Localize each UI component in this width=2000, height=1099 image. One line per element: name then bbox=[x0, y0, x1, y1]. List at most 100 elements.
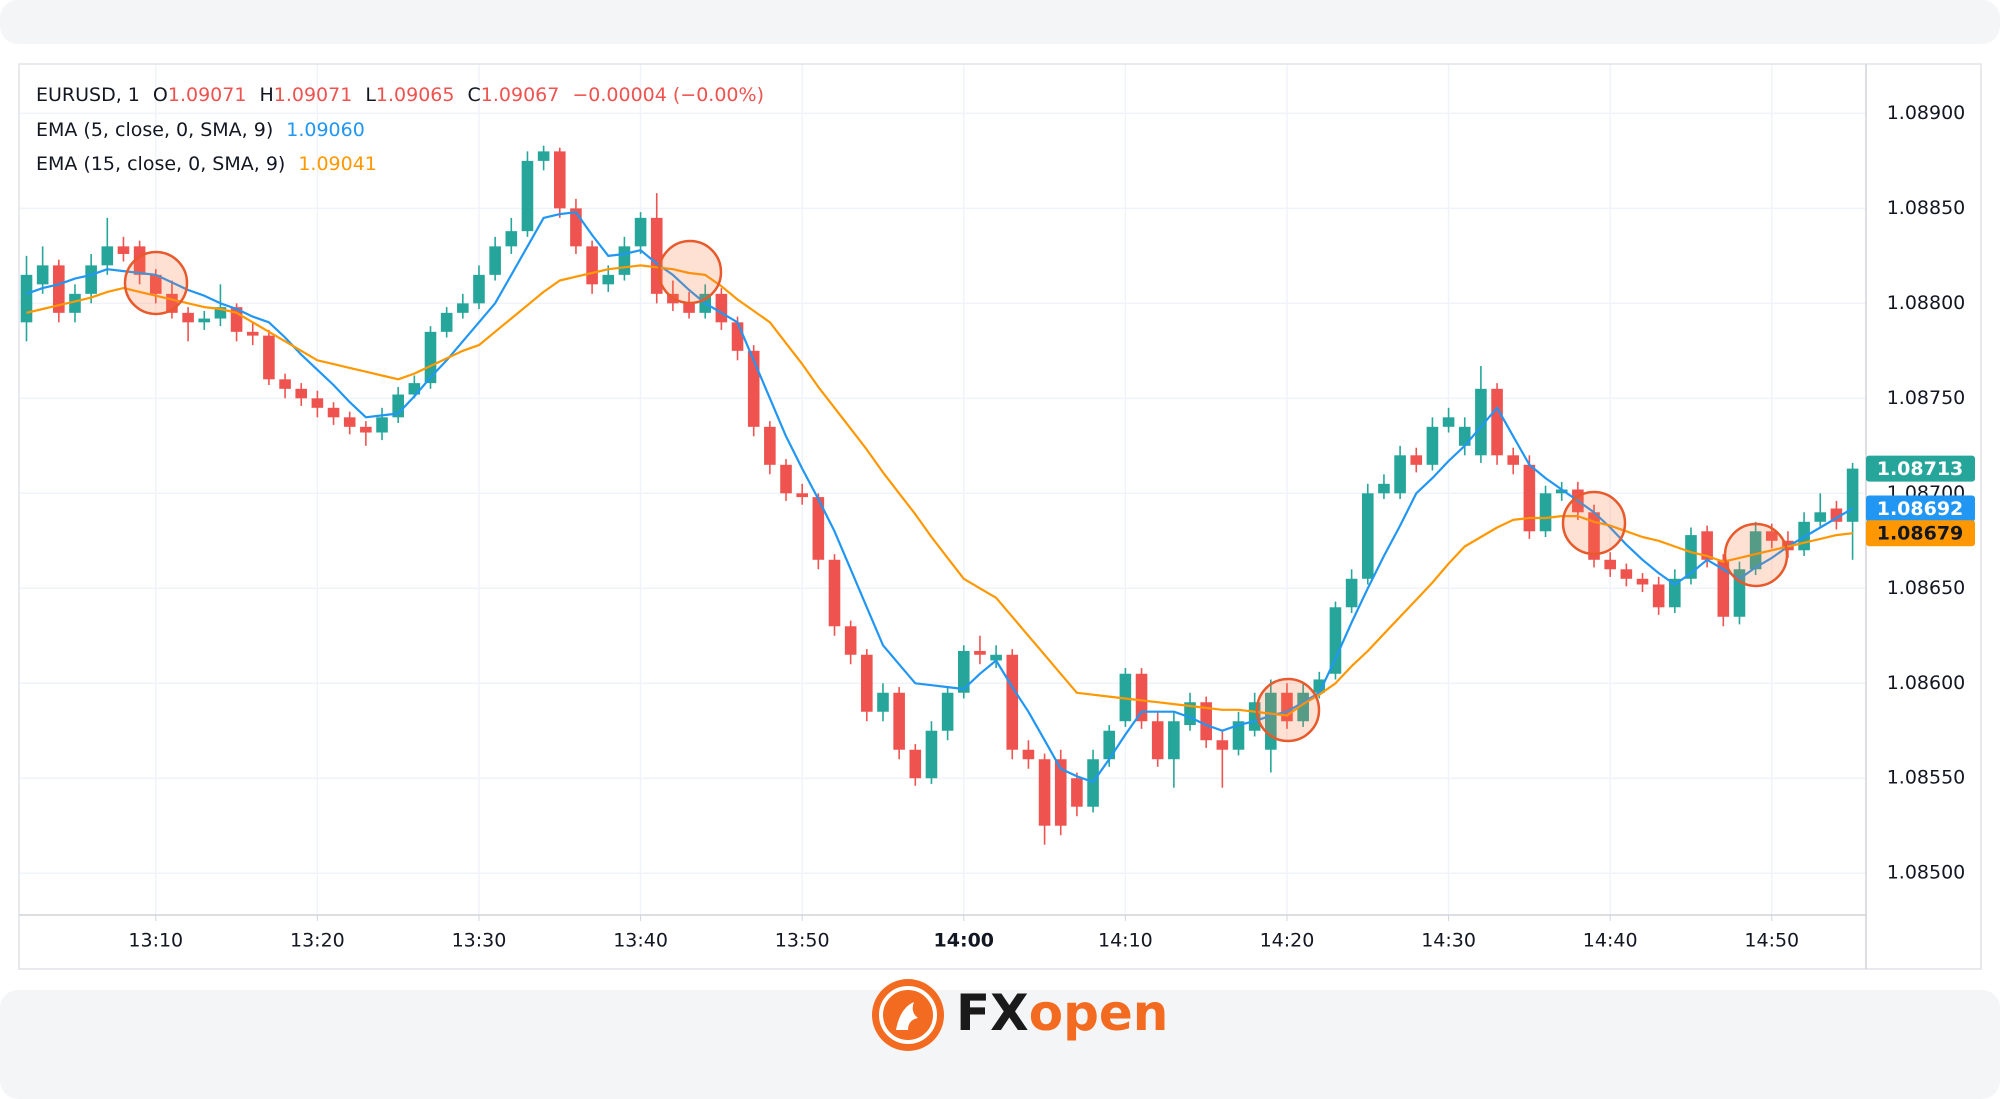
candle-body bbox=[1814, 512, 1827, 522]
x-tick-label: 13:20 bbox=[290, 930, 345, 952]
candle-body bbox=[20, 274, 33, 323]
ohlc-value: 1.09071 bbox=[168, 84, 247, 106]
candle-body bbox=[198, 318, 211, 323]
candle-body bbox=[861, 654, 873, 712]
candle-body bbox=[553, 151, 566, 209]
candle-body bbox=[1103, 730, 1116, 760]
candle-body bbox=[1313, 679, 1326, 693]
candle-body bbox=[1604, 559, 1616, 570]
candle-body bbox=[457, 303, 469, 313]
candle-body bbox=[1394, 455, 1406, 494]
candle-body bbox=[1733, 569, 1746, 617]
candle-body bbox=[747, 350, 760, 427]
candle-body bbox=[214, 307, 227, 319]
legend: EURUSD, 1 O1.09071 H1.09071 L1.09065 C1.0906… bbox=[36, 84, 764, 175]
candle-body bbox=[1523, 464, 1536, 532]
highlight-circle bbox=[1723, 522, 1789, 588]
candle-body bbox=[1620, 569, 1633, 579]
legend-name: EMA (5, close, 0, SMA, 9) bbox=[36, 119, 273, 141]
ema-line bbox=[26, 264, 1853, 717]
candle-body bbox=[166, 293, 178, 313]
candle-body bbox=[683, 303, 695, 313]
candle-body bbox=[343, 417, 356, 427]
highlight-circle bbox=[657, 239, 723, 305]
highlight-circle bbox=[1561, 490, 1627, 556]
candle-body bbox=[877, 692, 889, 712]
candle-body bbox=[246, 331, 259, 336]
candle-body bbox=[618, 246, 631, 275]
candle-body bbox=[311, 398, 324, 408]
change: −0.00004 (−0.00%) bbox=[572, 84, 764, 106]
candle-body bbox=[1345, 578, 1358, 608]
candle-body bbox=[473, 274, 485, 304]
candle-body bbox=[521, 160, 534, 232]
ema-legend: EMA (15, close, 0, SMA, 9) 1.09041 bbox=[36, 153, 377, 175]
y-tick-label: 1.08750 bbox=[1887, 387, 1966, 409]
price-tag bbox=[1866, 520, 1975, 547]
candle-body bbox=[650, 217, 663, 294]
y-tick-label: 1.08500 bbox=[1887, 862, 1966, 884]
candle-body bbox=[1054, 759, 1067, 826]
candle-body bbox=[1248, 702, 1261, 731]
y-tick-label: 1.08850 bbox=[1887, 197, 1966, 219]
candle-body bbox=[990, 654, 1002, 661]
candle-body bbox=[796, 493, 808, 498]
ema-line bbox=[26, 211, 1854, 784]
candle-body bbox=[1830, 508, 1843, 522]
candle-body bbox=[117, 246, 130, 254]
candle-body bbox=[263, 335, 275, 380]
y-tick-label: 1.08800 bbox=[1887, 292, 1966, 314]
candle-body bbox=[1281, 692, 1293, 722]
y-tick-label: 1.08550 bbox=[1887, 767, 1966, 789]
ohlc-label: C bbox=[467, 84, 480, 106]
y-tick-label: 1.08900 bbox=[1887, 102, 1966, 124]
x-tick-label: 14:40 bbox=[1583, 930, 1638, 952]
candle-body bbox=[1765, 531, 1778, 541]
candle-body bbox=[1491, 388, 1503, 456]
candle-body bbox=[812, 497, 825, 560]
candle-body bbox=[408, 383, 421, 395]
candle-body bbox=[780, 464, 792, 494]
candle-body bbox=[586, 246, 598, 285]
candle-body bbox=[1071, 778, 1083, 807]
ohlc-value: 1.09067 bbox=[481, 84, 560, 106]
legend-value: 1.09060 bbox=[286, 119, 365, 141]
candle-body bbox=[1507, 455, 1520, 465]
ohlc-value: 1.09071 bbox=[274, 84, 353, 106]
candle-body bbox=[392, 394, 404, 418]
candle-body bbox=[1200, 702, 1212, 741]
candle-body bbox=[295, 388, 308, 399]
candle-body bbox=[376, 417, 388, 433]
plot: 1.085001.085501.086001.086501.087001.087… bbox=[19, 64, 1965, 952]
legend-value: 1.09041 bbox=[298, 153, 377, 175]
candle-body bbox=[764, 426, 776, 465]
candle-body bbox=[489, 246, 501, 275]
candle-body bbox=[1135, 673, 1148, 722]
candle-body bbox=[85, 265, 97, 294]
candle-body bbox=[1652, 584, 1665, 608]
candle-body bbox=[1216, 740, 1229, 750]
candle-body bbox=[1636, 578, 1649, 585]
candle-body bbox=[570, 208, 582, 247]
logo-icon-ring bbox=[879, 986, 937, 1044]
candle-body bbox=[1297, 692, 1309, 722]
candle-body bbox=[602, 274, 615, 285]
panel-border bbox=[18, 63, 1982, 970]
x-tick-label: 14:50 bbox=[1744, 930, 1799, 952]
candle-body bbox=[69, 293, 81, 313]
candle-body bbox=[279, 379, 291, 389]
ohlc-label: O bbox=[153, 84, 168, 106]
candle-body bbox=[1151, 721, 1164, 760]
price-tag-label: 1.08679 bbox=[1877, 523, 1964, 545]
candle-body bbox=[149, 274, 162, 294]
candle-body bbox=[327, 407, 340, 418]
candle-body bbox=[1022, 749, 1035, 760]
symbol: EURUSD, 1 bbox=[36, 84, 140, 106]
candle-body bbox=[1329, 607, 1342, 674]
x-tick-label: 14:00 bbox=[934, 930, 994, 952]
candle-body bbox=[537, 151, 550, 161]
ohlc-label: L bbox=[365, 84, 376, 106]
candle-body bbox=[1442, 417, 1455, 427]
